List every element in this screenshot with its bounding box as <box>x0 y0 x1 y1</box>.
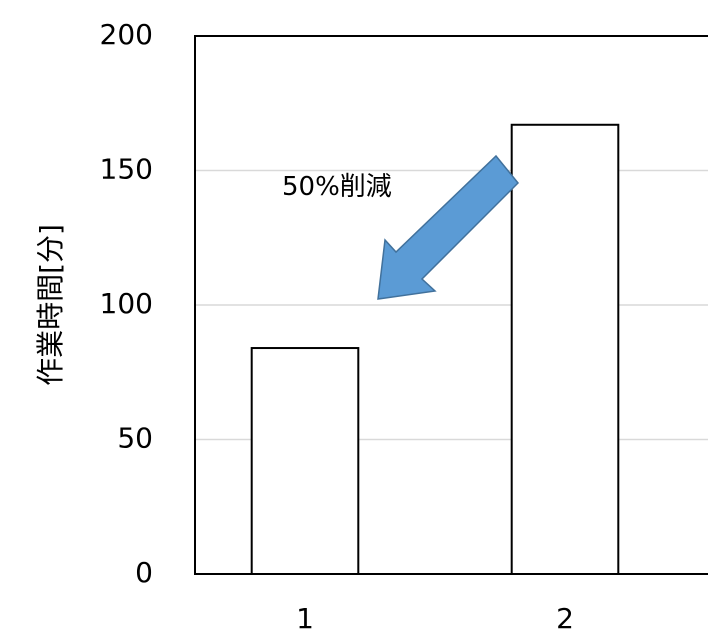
plot-area-frame <box>194 35 708 575</box>
y-tick-label: 0 <box>135 556 153 589</box>
x-tick-label: 1 <box>296 602 314 635</box>
bars <box>250 123 620 576</box>
bar-1 <box>250 347 360 576</box>
y-tick-labels: 0 50 100 150 200 <box>100 18 153 589</box>
y-axis-label: 作業時間[分] <box>34 224 67 386</box>
y-tick-label: 50 <box>117 422 153 455</box>
reduction-arrow-icon <box>377 154 520 300</box>
x-tick-label: 2 <box>556 602 574 635</box>
y-tick-label: 200 <box>100 18 153 51</box>
y-tick-label: 150 <box>100 153 153 186</box>
y-tick-label: 100 <box>100 287 153 320</box>
annotation-label: 50%削減 <box>282 172 392 202</box>
bar-2 <box>510 123 620 576</box>
